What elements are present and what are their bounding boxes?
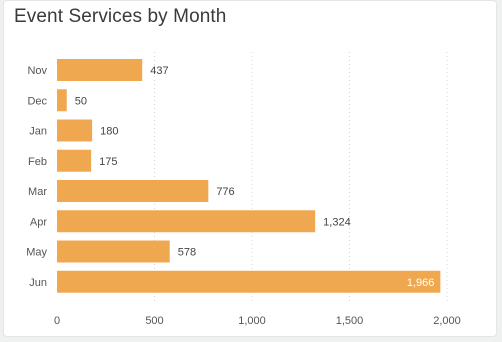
x-tick-label: 0 <box>54 315 60 327</box>
bar <box>57 59 143 81</box>
x-tick-label: 2,000 <box>433 315 461 327</box>
category-labels: Nov Dec Jan Feb Mar Apr May Jun <box>26 65 47 289</box>
value-label: 578 <box>178 247 196 259</box>
category-label: Nov <box>27 65 47 77</box>
value-label: 180 <box>100 126 118 138</box>
bar <box>57 119 93 142</box>
bars <box>57 59 441 293</box>
value-label: 1,966 <box>407 277 435 289</box>
category-label: Mar <box>28 186 47 198</box>
value-labels: 437 50 180 175 776 1,324 578 1,966 <box>75 65 435 289</box>
value-label: 776 <box>216 186 234 198</box>
x-tick-label: 1,500 <box>336 315 364 327</box>
bar <box>57 149 92 172</box>
value-label: 437 <box>150 65 168 77</box>
value-label: 50 <box>75 95 87 107</box>
category-label: May <box>26 247 47 259</box>
bar <box>57 89 67 112</box>
x-tick-labels: 0 500 1,000 1,500 2,000 <box>54 315 461 327</box>
x-tick-label: 500 <box>145 315 163 327</box>
category-label: Jan <box>29 126 47 138</box>
category-label: Jun <box>29 277 47 289</box>
bar <box>57 270 441 293</box>
value-label: 1,324 <box>323 216 351 228</box>
category-label: Feb <box>28 156 47 168</box>
grid-lines <box>154 52 448 302</box>
bar <box>57 180 209 202</box>
category-label: Apr <box>30 216 47 228</box>
x-tick-label: 1,000 <box>238 315 266 327</box>
bar <box>57 210 316 233</box>
chart-title: Event Services by Month <box>14 6 227 27</box>
bar <box>57 240 170 263</box>
category-label: Dec <box>27 95 47 107</box>
value-label: 175 <box>99 156 117 168</box>
